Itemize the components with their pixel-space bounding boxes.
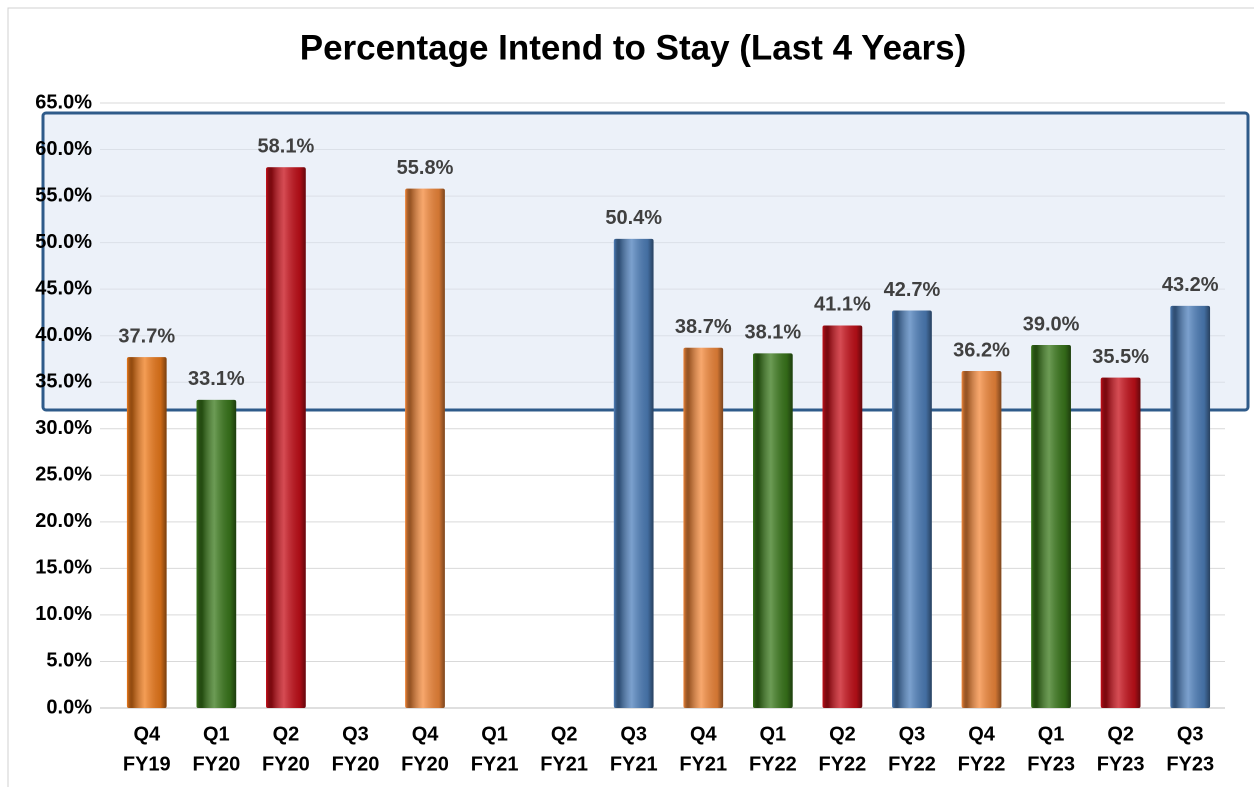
x-tick-label: FY22	[888, 753, 936, 775]
x-tick-label: Q4	[690, 723, 718, 745]
data-label: 38.1%	[744, 322, 801, 344]
y-tick-label: 60.0%	[35, 138, 92, 160]
data-label: 38.7%	[675, 316, 732, 338]
x-tick-label: FY20	[192, 753, 240, 775]
y-tick-label: 65.0%	[35, 91, 92, 113]
data-label: 33.1%	[188, 368, 245, 390]
y-tick-label: 35.0%	[35, 371, 92, 393]
data-label: 37.7%	[118, 325, 175, 347]
y-tick-label: 45.0%	[35, 277, 92, 299]
y-tick-label: 25.0%	[35, 464, 92, 486]
x-tick-label: Q3	[342, 723, 369, 745]
y-tick-label: 40.0%	[35, 324, 92, 346]
bar-shade	[126, 357, 167, 708]
x-tick-label: Q1	[481, 723, 508, 745]
x-tick-label: Q4	[412, 723, 440, 745]
data-label: 41.1%	[814, 294, 871, 316]
x-tick-label: FY23	[1097, 753, 1145, 775]
x-tick-label: Q2	[273, 723, 300, 745]
x-tick-label: FY22	[958, 753, 1006, 775]
x-tick-label: Q2	[829, 723, 856, 745]
x-tick-label: Q3	[899, 723, 926, 745]
x-tick-label: FY23	[1166, 753, 1214, 775]
y-tick-label: 15.0%	[35, 557, 92, 579]
bar-shade	[961, 371, 1002, 708]
data-label: 58.1%	[258, 136, 315, 158]
y-tick-label: 10.0%	[35, 603, 92, 625]
x-tick-label: Q4	[133, 723, 161, 745]
x-tick-label: Q3	[620, 723, 647, 745]
bar-shade	[1170, 305, 1211, 708]
x-tick-label: Q1	[203, 723, 230, 745]
x-tick-label: Q2	[1107, 723, 1134, 745]
y-tick-label: 50.0%	[35, 231, 92, 253]
x-tick-label: Q1	[760, 723, 787, 745]
x-tick-label: FY19	[123, 753, 171, 775]
x-tick-label: FY22	[749, 753, 797, 775]
data-label: 35.5%	[1092, 346, 1149, 368]
bar-shade	[405, 188, 445, 709]
data-label: 50.4%	[605, 207, 662, 229]
bar-shade	[683, 347, 724, 708]
x-tick-label: FY21	[471, 753, 519, 775]
bar-shade	[1100, 377, 1141, 708]
x-tick-label: FY20	[401, 753, 449, 775]
x-tick-label: FY20	[332, 753, 380, 775]
x-tick-label: Q3	[1177, 723, 1204, 745]
data-label: 43.2%	[1162, 274, 1219, 296]
x-tick-label: FY21	[679, 753, 727, 775]
chart-border	[7, 7, 1254, 787]
y-tick-label: 20.0%	[35, 510, 92, 532]
chart-title: Percentage Intend to Stay (Last 4 Years)	[300, 28, 967, 67]
x-tick-label: FY21	[610, 753, 658, 775]
data-label: 42.7%	[884, 279, 941, 301]
data-label: 36.2%	[953, 339, 1010, 361]
data-label: 39.0%	[1023, 313, 1080, 335]
data-label: 55.8%	[397, 157, 454, 179]
x-tick-label: FY23	[1027, 753, 1075, 775]
y-tick-label: 55.0%	[35, 184, 92, 206]
bar-shade	[892, 310, 932, 708]
x-tick-label: Q4	[968, 723, 996, 745]
bar-shade	[613, 238, 654, 708]
x-tick-label: FY21	[540, 753, 588, 775]
y-tick-label: 0.0%	[46, 696, 92, 718]
x-tick-label: FY22	[819, 753, 867, 775]
bar-shade	[1031, 345, 1071, 708]
x-tick-label: Q1	[1038, 723, 1065, 745]
x-tick-label: FY20	[262, 753, 310, 775]
bar-shade	[196, 399, 237, 708]
x-tick-label: Q2	[551, 723, 578, 745]
y-tick-label: 5.0%	[46, 650, 92, 672]
y-tick-label: 30.0%	[35, 417, 92, 439]
bar-shade	[822, 325, 863, 708]
bar-shade	[753, 353, 793, 708]
bar-shade	[266, 167, 306, 708]
